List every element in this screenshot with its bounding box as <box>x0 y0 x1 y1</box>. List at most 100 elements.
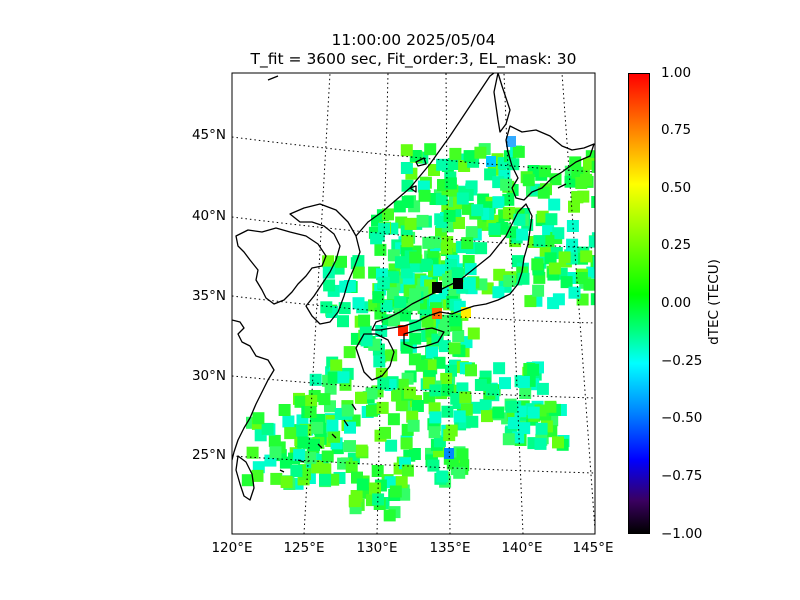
dtec-cell <box>503 274 516 287</box>
dtec-cell <box>290 465 303 477</box>
dtec-cell <box>418 189 431 202</box>
dtec-cell <box>449 147 462 160</box>
dtec-cell <box>552 227 565 240</box>
figure-subtitle: T_fit = 3600 sec, Fit_order:3, EL_mask: … <box>250 50 577 68</box>
graticule-layer <box>232 73 595 534</box>
dtec-cell <box>280 476 293 488</box>
dtec-cell <box>456 448 469 461</box>
dtec-cell <box>411 400 424 412</box>
dtec-cell <box>252 412 265 425</box>
dtec-cell <box>449 314 462 327</box>
dtec-cell <box>512 431 525 444</box>
dtec-cell <box>394 296 407 309</box>
dtec-cell <box>443 429 456 442</box>
dtec-cell <box>516 228 529 241</box>
dtec-cell <box>377 377 390 390</box>
dtec-cell <box>279 456 292 469</box>
dtec-cell <box>375 325 388 337</box>
dtec-cell <box>599 231 611 243</box>
dtec-cell <box>319 473 331 486</box>
dtec-cell <box>492 406 505 419</box>
dtec-cell <box>349 495 362 508</box>
dtec-cell <box>395 476 408 489</box>
dtec-cell <box>506 226 519 239</box>
latitude-line-25 <box>232 455 595 474</box>
dtec-cell <box>392 389 404 402</box>
dtec-cell <box>533 235 546 248</box>
lon-label-125: 125°E <box>283 540 325 556</box>
figure-title: 11:00:00 2025/05/04 <box>331 31 496 49</box>
dtec-cell <box>395 399 408 411</box>
dtec-cell <box>524 295 537 308</box>
dtec-cell <box>284 427 297 440</box>
dtec-cell <box>330 359 343 372</box>
dtec-cell <box>438 324 451 336</box>
dtec-cell <box>471 204 484 217</box>
dtec-cell <box>518 422 531 435</box>
dtec-cell <box>499 377 511 390</box>
dtec-cell <box>297 436 310 449</box>
dtec-cell <box>493 362 506 375</box>
dtec-cell <box>522 174 535 187</box>
dtec-cell <box>597 217 609 229</box>
dtec-cell <box>322 255 335 268</box>
dtec-cell <box>453 466 466 479</box>
dtec-cell <box>322 266 335 279</box>
dtec-cell <box>403 386 416 399</box>
coastline-sakhalin <box>493 73 511 133</box>
dtec-cell <box>360 334 373 347</box>
dtec-cell <box>422 236 435 249</box>
colorbar-tick: 0.75 <box>661 122 692 138</box>
dtec-cell <box>558 251 571 264</box>
colorbar-tick: 0.00 <box>661 295 692 311</box>
dtec-cell <box>311 461 324 474</box>
coastline-taiwan <box>235 455 255 501</box>
dtec-cell <box>464 263 477 276</box>
dtec-cell <box>463 277 476 290</box>
dtec-cell <box>269 446 282 459</box>
dtec-cell <box>493 268 506 281</box>
dtec-cell <box>514 405 527 418</box>
dtec-cell <box>384 476 397 489</box>
dtec-cell <box>453 410 466 423</box>
longitude-line-125 <box>303 73 331 534</box>
coastline-ryukyu <box>279 403 357 473</box>
dtec-cell <box>407 419 420 432</box>
latitude-line-35 <box>232 295 595 324</box>
dtec-cell <box>373 355 386 368</box>
lat-label-25: 25°N <box>191 447 226 463</box>
dtec-cell <box>419 258 432 271</box>
dtec-cell <box>568 286 581 299</box>
dtec-cell <box>588 235 595 248</box>
dtec-cell <box>311 421 324 434</box>
dtec-cell <box>404 217 417 230</box>
dtec-cell <box>428 402 441 415</box>
dtec-cell <box>385 439 398 452</box>
dtec-cell <box>321 450 334 463</box>
dtec-cell <box>372 291 385 304</box>
dtec-cell <box>502 433 515 446</box>
dtec-cell <box>378 222 390 235</box>
dtec-cell <box>335 255 347 268</box>
dtec-cell <box>327 371 340 384</box>
dtec-cell <box>421 315 434 328</box>
dtec-cell <box>278 404 291 416</box>
map-frame <box>231 72 596 535</box>
dtec-cell <box>547 297 560 310</box>
dtec-cell <box>544 400 557 413</box>
dtec-cell <box>591 196 595 208</box>
colorbar-tick: −1.00 <box>661 526 703 542</box>
dtec-cell <box>337 315 349 328</box>
dtec-cell <box>326 419 339 432</box>
dtec-cell <box>429 411 442 424</box>
dtec-cell <box>505 400 518 413</box>
dtec-cell <box>536 382 549 395</box>
dtec-cell <box>461 237 474 250</box>
colorbar <box>628 73 650 534</box>
dtec-cell <box>453 217 465 229</box>
dtec-cell <box>596 204 608 216</box>
coastline-kyushu <box>355 333 395 381</box>
dtec-cell <box>400 437 413 450</box>
dtec-cell <box>252 461 265 474</box>
